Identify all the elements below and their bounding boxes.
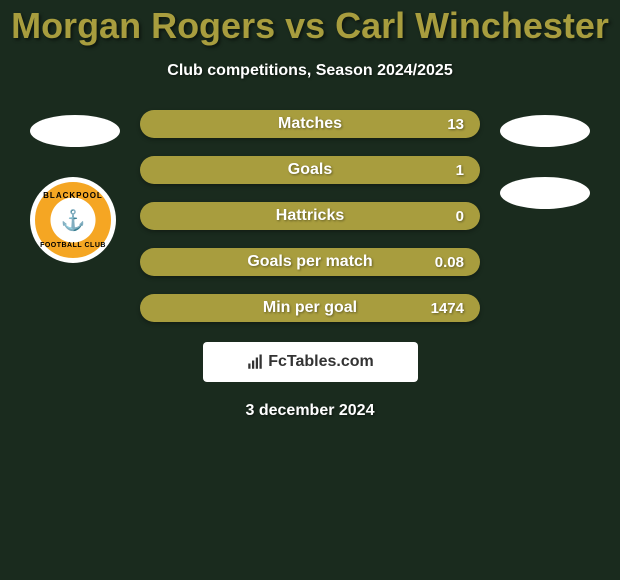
stat-bar-hattricks: Hattricks 0 [140,202,480,230]
chart-icon [246,353,264,371]
footer-brand-box: FcTables.com [203,342,418,382]
player-badge-right-1 [500,115,590,147]
footer-brand-text: FcTables.com [268,353,374,371]
stat-label: Matches [278,115,342,133]
player-badge-left [30,115,120,147]
stat-value: 1474 [431,300,464,317]
stat-value: 13 [447,116,464,133]
club-name-top: BLACKPOOL [43,191,103,200]
stat-label: Hattricks [276,207,344,225]
date-text: 3 december 2024 [0,402,620,420]
player-badge-right-2 [500,177,590,209]
badges-right-column [500,110,590,209]
stat-bar-matches: Matches 13 [140,110,480,138]
club-crest-icon: ⚓ [61,208,86,233]
stat-label: Min per goal [263,299,357,317]
stat-label: Goals per match [247,253,372,271]
stat-bar-min-per-goal: Min per goal 1474 [140,294,480,322]
club-badge-inner: BLACKPOOL ⚓ FOOTBALL CLUB [35,182,111,258]
stats-column: Matches 13 Goals 1 Hattricks 0 Goals per… [140,110,480,322]
club-badge-left: BLACKPOOL ⚓ FOOTBALL CLUB [30,177,116,263]
stat-value: 0.08 [435,254,464,271]
club-name-bottom: FOOTBALL CLUB [40,242,106,249]
stat-label: Goals [288,161,332,179]
comparison-title: Morgan Rogers vs Carl Winchester [0,5,620,47]
content-row: BLACKPOOL ⚓ FOOTBALL CLUB Matches 13 Goa… [0,110,620,322]
stat-value: 1 [456,162,464,179]
badges-left-column: BLACKPOOL ⚓ FOOTBALL CLUB [30,110,120,263]
stat-value: 0 [456,208,464,225]
stat-bar-goals-per-match: Goals per match 0.08 [140,248,480,276]
stat-bar-goals: Goals 1 [140,156,480,184]
subtitle: Club competitions, Season 2024/2025 [0,62,620,80]
